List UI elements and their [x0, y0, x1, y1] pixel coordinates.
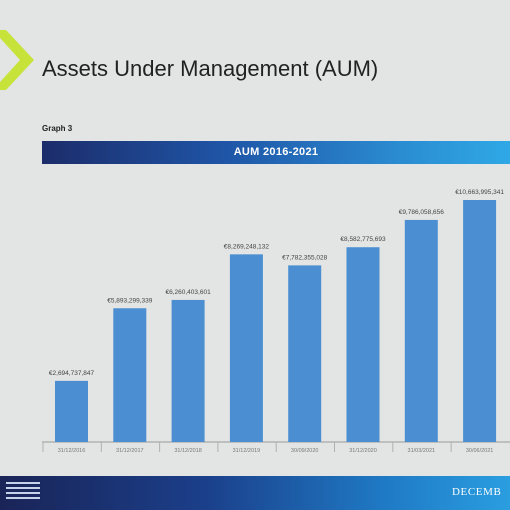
footer-bar: DECEMB	[0, 476, 510, 510]
bar	[404, 219, 438, 442]
x-tick-label: 31/12/2016	[58, 448, 86, 454]
chart-title: AUM 2016-2021	[233, 146, 319, 158]
x-tick-label: 31/12/2018	[174, 448, 202, 454]
bar	[229, 254, 263, 442]
x-tick-label: 31/03/2021	[408, 448, 436, 454]
graph-label: Graph 3	[42, 124, 73, 133]
logo-chevron-icon	[0, 30, 34, 90]
data-label: €9,786,058,656	[399, 209, 445, 216]
data-label: €10,663,995,341	[455, 189, 504, 196]
x-tick-label: 30/09/2020	[291, 448, 319, 454]
data-label: €8,582,775,693	[340, 236, 386, 243]
data-label: €7,782,355,028	[282, 254, 328, 261]
x-tick-label: 30/06/2021	[466, 448, 494, 454]
x-tick-label: 31/12/2017	[116, 448, 144, 454]
bar	[346, 247, 380, 442]
bar	[463, 200, 497, 442]
bar	[55, 380, 88, 442]
footer-logo-icon	[6, 482, 40, 506]
footer-text: DECEMB	[452, 486, 502, 498]
data-label: €5,893,299,339	[107, 297, 153, 304]
data-label: €8,269,248,132	[224, 243, 270, 250]
data-label: €6,260,403,601	[166, 289, 212, 296]
bar	[113, 308, 147, 442]
data-label: €2,694,737,847	[49, 370, 95, 377]
bar	[288, 265, 322, 442]
chart-header-bar: AUM 2016-2021	[42, 141, 510, 164]
bar	[171, 299, 205, 442]
x-tick-label: 31/12/2020	[349, 448, 377, 454]
slide-title: Assets Under Management (AUM)	[42, 56, 379, 81]
x-tick-label: 31/12/2019	[233, 448, 261, 454]
aum-bar-chart: €2,694,737,847 31/12/2016 €5,893,299,339 31…	[42, 189, 510, 454]
